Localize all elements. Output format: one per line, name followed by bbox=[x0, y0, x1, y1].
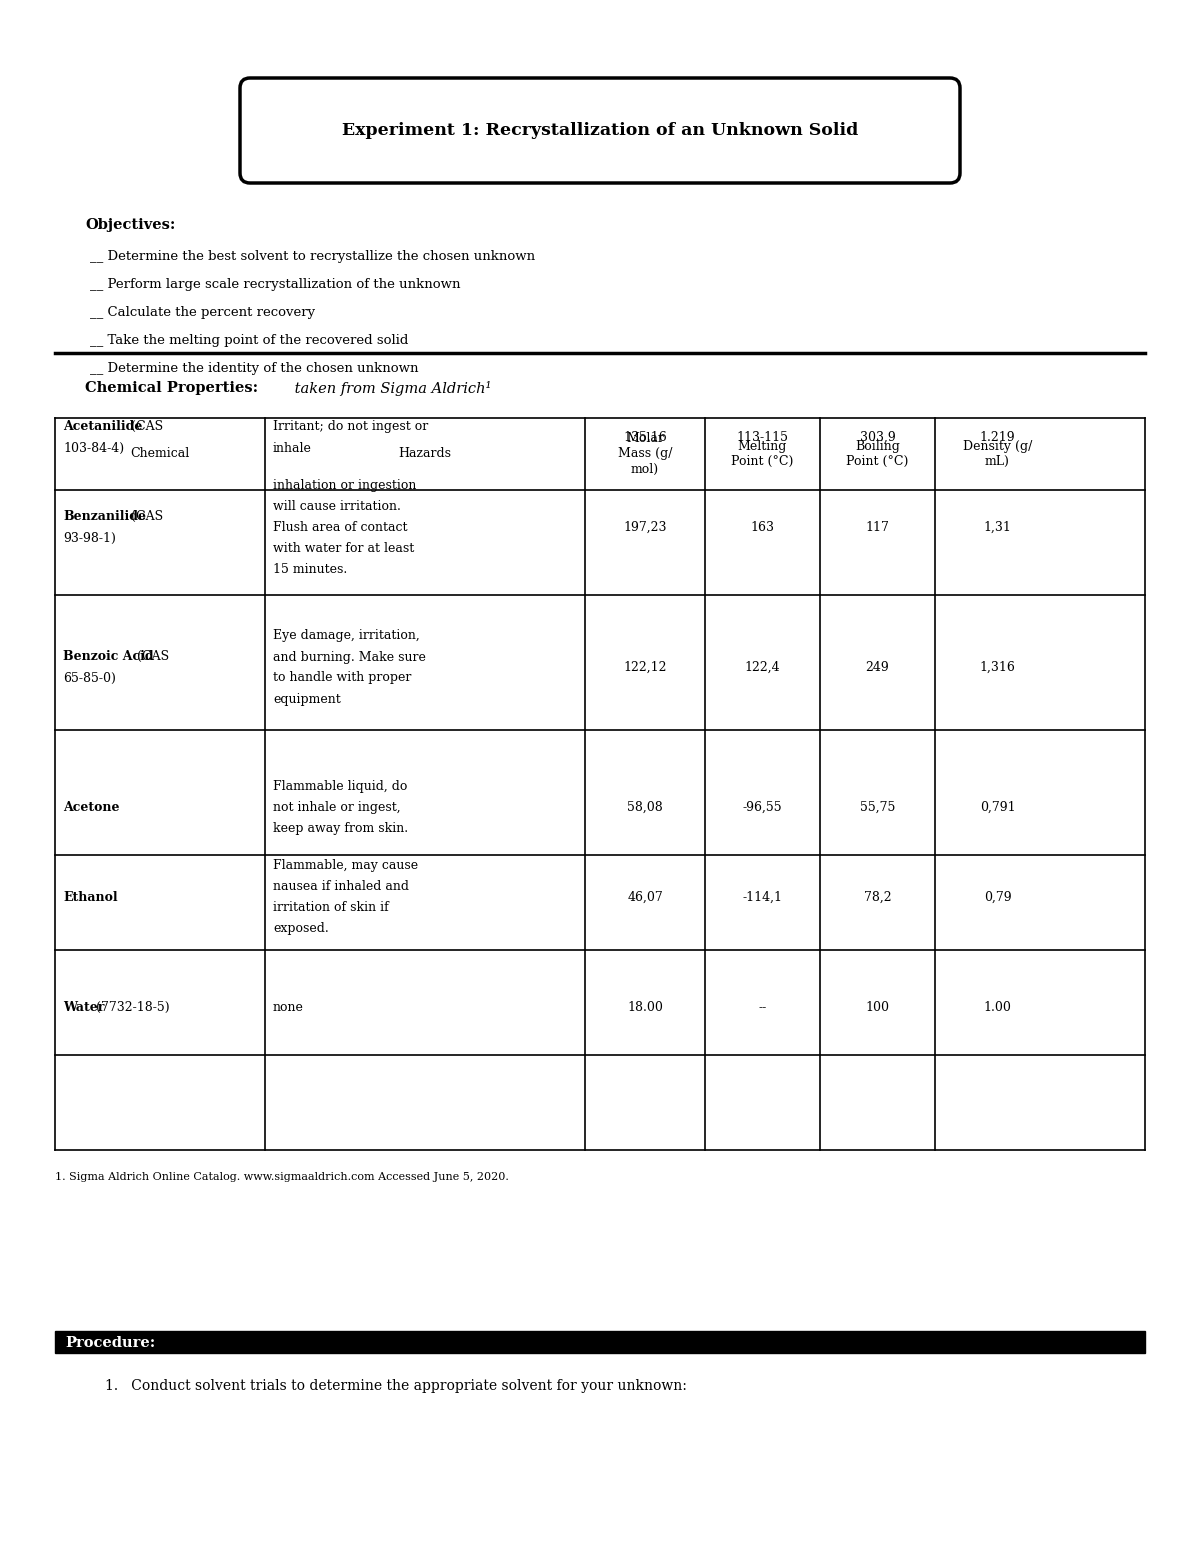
Text: not inhale or ingest,: not inhale or ingest, bbox=[274, 801, 401, 814]
Text: 249: 249 bbox=[865, 662, 889, 674]
Text: Molar
Mass (g/
mol): Molar Mass (g/ mol) bbox=[618, 432, 672, 475]
Text: 18.00: 18.00 bbox=[628, 1002, 662, 1014]
Text: Flammable liquid, do: Flammable liquid, do bbox=[274, 780, 407, 794]
Text: Hazards: Hazards bbox=[398, 447, 451, 461]
Text: (7732-18-5): (7732-18-5) bbox=[92, 1002, 169, 1014]
Text: Ethanol: Ethanol bbox=[64, 891, 118, 904]
FancyBboxPatch shape bbox=[240, 78, 960, 183]
Text: 65-85-0): 65-85-0) bbox=[64, 672, 116, 685]
Text: 163: 163 bbox=[750, 520, 774, 534]
Text: 46,07: 46,07 bbox=[628, 891, 662, 904]
Text: 100: 100 bbox=[865, 1002, 889, 1014]
Text: and burning. Make sure: and burning. Make sure bbox=[274, 651, 426, 663]
Text: __ Determine the identity of the chosen unknown: __ Determine the identity of the chosen … bbox=[90, 362, 419, 374]
Text: Acetone: Acetone bbox=[64, 801, 120, 814]
Text: equipment: equipment bbox=[274, 693, 341, 705]
Text: 0,79: 0,79 bbox=[984, 891, 1012, 904]
Text: 78,2: 78,2 bbox=[864, 891, 892, 904]
Text: Irritant; do not ingest or: Irritant; do not ingest or bbox=[274, 421, 428, 433]
Text: 1,316: 1,316 bbox=[979, 662, 1015, 674]
Text: Eye damage, irritation,: Eye damage, irritation, bbox=[274, 629, 420, 643]
Text: 1,31: 1,31 bbox=[984, 520, 1012, 534]
Text: will cause irritation.: will cause irritation. bbox=[274, 500, 401, 512]
Text: -114,1: -114,1 bbox=[743, 891, 782, 904]
Text: __ Calculate the percent recovery: __ Calculate the percent recovery bbox=[90, 306, 316, 318]
Text: nausea if inhaled and: nausea if inhaled and bbox=[274, 881, 409, 893]
Text: (CAS: (CAS bbox=[127, 419, 163, 433]
Text: 135.16: 135.16 bbox=[623, 432, 667, 444]
Text: 1. Sigma Aldrich Online Catalog. www.sigmaaldrich.com Accessed June 5, 2020.: 1. Sigma Aldrich Online Catalog. www.sig… bbox=[55, 1173, 509, 1182]
Text: with water for at least: with water for at least bbox=[274, 542, 414, 554]
Text: 103-84-4): 103-84-4) bbox=[64, 443, 124, 455]
Text: 15 minutes.: 15 minutes. bbox=[274, 564, 347, 576]
Text: 113-115: 113-115 bbox=[737, 432, 788, 444]
Text: (CAS: (CAS bbox=[132, 651, 169, 663]
Text: (CAS: (CAS bbox=[127, 509, 163, 523]
Text: 117: 117 bbox=[865, 520, 889, 534]
Text: Acetanilide: Acetanilide bbox=[64, 419, 143, 433]
Text: 0,791: 0,791 bbox=[979, 801, 1015, 814]
Text: 122,12: 122,12 bbox=[623, 662, 667, 674]
Text: __ Perform large scale recrystallization of the unknown: __ Perform large scale recrystallization… bbox=[90, 278, 461, 290]
Text: taken from Sigma Aldrich¹: taken from Sigma Aldrich¹ bbox=[290, 380, 491, 396]
Text: Benzanilide: Benzanilide bbox=[64, 509, 146, 523]
Text: Chemical Properties:: Chemical Properties: bbox=[85, 380, 258, 394]
Text: __ Take the melting point of the recovered solid: __ Take the melting point of the recover… bbox=[90, 334, 408, 346]
Text: Experiment 1: Recrystallization of an Unknown Solid: Experiment 1: Recrystallization of an Un… bbox=[342, 123, 858, 140]
Text: exposed.: exposed. bbox=[274, 922, 329, 935]
Text: inhalation or ingestion: inhalation or ingestion bbox=[274, 478, 416, 492]
Text: irritation of skin if: irritation of skin if bbox=[274, 901, 389, 915]
Text: 1.   Conduct solvent trials to determine the appropriate solvent for your unknow: 1. Conduct solvent trials to determine t… bbox=[106, 1379, 686, 1393]
Text: inhale: inhale bbox=[274, 441, 312, 455]
Text: Boiling
Point (°C): Boiling Point (°C) bbox=[846, 439, 908, 467]
Text: Chemical: Chemical bbox=[131, 447, 190, 461]
Text: Procedure:: Procedure: bbox=[65, 1336, 155, 1350]
Text: 58,08: 58,08 bbox=[628, 801, 662, 814]
Text: --: -- bbox=[758, 1002, 767, 1014]
Text: Melting
Point (°C): Melting Point (°C) bbox=[731, 439, 793, 467]
Text: 1.219: 1.219 bbox=[979, 432, 1015, 444]
Text: 1.00: 1.00 bbox=[984, 1002, 1012, 1014]
Text: -96,55: -96,55 bbox=[743, 801, 782, 814]
Text: 93-98-1): 93-98-1) bbox=[64, 533, 116, 545]
Text: Objectives:: Objectives: bbox=[85, 217, 175, 231]
Text: 122,4: 122,4 bbox=[745, 662, 780, 674]
Text: Flammable, may cause: Flammable, may cause bbox=[274, 859, 418, 873]
Text: 303,9: 303,9 bbox=[859, 432, 895, 444]
Text: 55,75: 55,75 bbox=[860, 801, 895, 814]
Text: Water: Water bbox=[64, 1002, 104, 1014]
Text: keep away from skin.: keep away from skin. bbox=[274, 822, 408, 836]
Text: Density (g/
mL): Density (g/ mL) bbox=[962, 439, 1032, 467]
Text: Benzoic Acid: Benzoic Acid bbox=[64, 651, 154, 663]
Bar bbox=[55, 1331, 1145, 1353]
Text: Flush area of contact: Flush area of contact bbox=[274, 520, 408, 534]
Text: 197,23: 197,23 bbox=[623, 520, 667, 534]
Text: to handle with proper: to handle with proper bbox=[274, 671, 412, 685]
Text: none: none bbox=[274, 1002, 304, 1014]
Text: __ Determine the best solvent to recrystallize the chosen unknown: __ Determine the best solvent to recryst… bbox=[90, 250, 535, 262]
